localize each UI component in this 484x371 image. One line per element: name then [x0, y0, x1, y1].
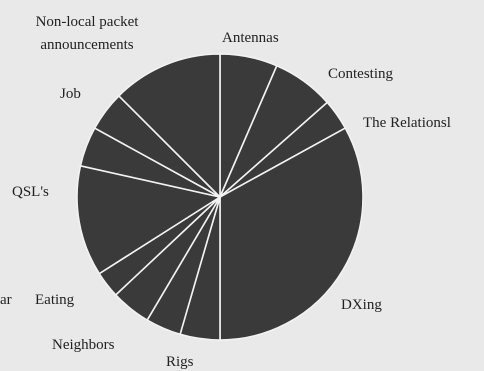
- pie-slice-dxing: [219, 127, 364, 341]
- label-contesting: Contesting: [328, 66, 394, 82]
- label-non-local-packet-2: announcements: [40, 37, 133, 53]
- label-eating: Eating: [35, 292, 75, 308]
- label-dxing: DXing: [341, 297, 382, 313]
- label-neighbors: Neighbors: [52, 337, 115, 353]
- label-rigs: Rigs: [166, 354, 194, 370]
- label-antennas: Antennas: [222, 30, 279, 46]
- pie-slice-qsl-s: [76, 164, 223, 275]
- pie-slice-non-local-packet-announcements: [117, 53, 221, 199]
- label-job: Job: [60, 86, 81, 102]
- label-non-local-packet-1: Non-local packet: [36, 14, 140, 30]
- pie-slices: [76, 53, 364, 341]
- label-the-relationship: The Relationsl: [363, 115, 451, 131]
- pie-labels: Antennas Contesting The Relationsl DXing…: [0, 14, 451, 370]
- label-ar: ar: [0, 292, 12, 308]
- label-qsls: QSL's: [12, 184, 49, 200]
